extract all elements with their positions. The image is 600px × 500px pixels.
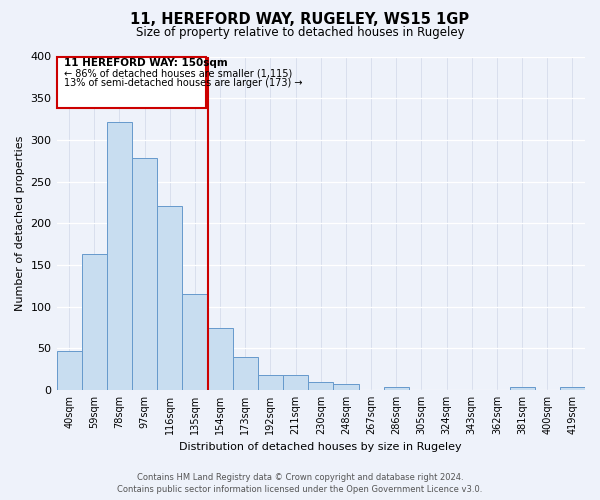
Text: 11, HEREFORD WAY, RUGELEY, WS15 1GP: 11, HEREFORD WAY, RUGELEY, WS15 1GP [130,12,470,28]
Bar [283,375,308,390]
Text: Size of property relative to detached houses in Rugeley: Size of property relative to detached ho… [136,26,464,39]
Bar [56,351,82,390]
X-axis label: Distribution of detached houses by size in Rugeley: Distribution of detached houses by size … [179,442,462,452]
Bar [560,388,585,390]
Bar [509,386,535,390]
Text: Contains HM Land Registry data © Crown copyright and database right 2024.
Contai: Contains HM Land Registry data © Crown c… [118,472,482,494]
Bar [383,386,409,390]
Bar [132,158,157,390]
Bar [82,254,107,390]
Text: 11 HEREFORD WAY: 150sqm: 11 HEREFORD WAY: 150sqm [64,58,228,68]
Y-axis label: Number of detached properties: Number of detached properties [15,136,25,311]
Bar [308,382,334,390]
Text: 13% of semi-detached houses are larger (173) →: 13% of semi-detached houses are larger (… [64,78,302,88]
Bar [107,122,132,390]
Bar [334,384,359,390]
Bar [233,358,258,390]
Bar [258,375,283,390]
Bar [157,206,182,390]
FancyBboxPatch shape [56,56,206,108]
Bar [208,328,233,390]
Bar [182,294,208,390]
Text: ← 86% of detached houses are smaller (1,115): ← 86% of detached houses are smaller (1,… [64,68,292,78]
